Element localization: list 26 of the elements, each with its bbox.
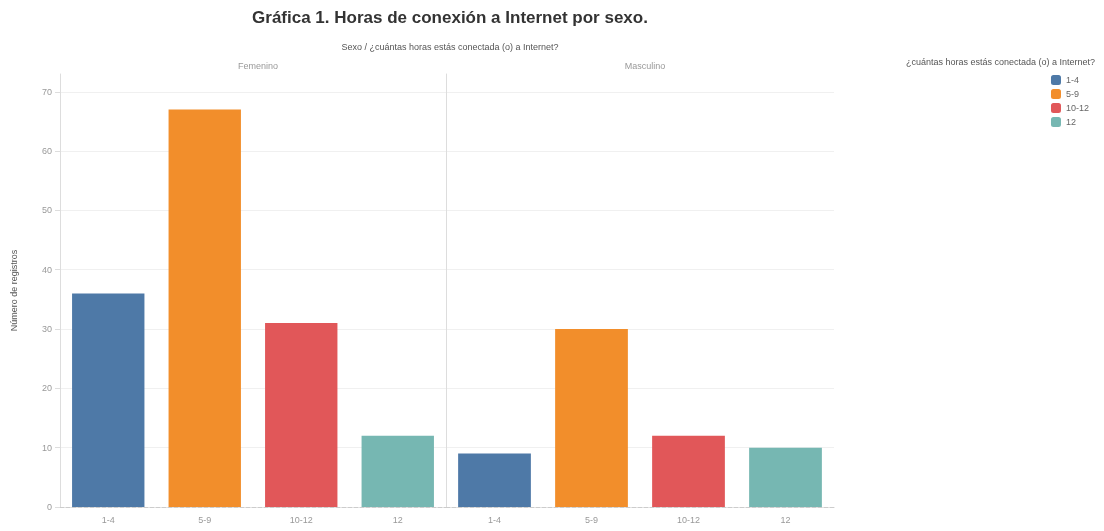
x-tick-label: 10-12 [676, 514, 701, 525]
y-tick-label: 0 [46, 502, 52, 512]
text: Masculino [624, 60, 666, 71]
x-tick-label: 1-4 [101, 514, 115, 525]
x-tick-label: 12 [780, 514, 791, 525]
legend-label: 5-9 [1065, 89, 1079, 99]
x-tick-label: 5-9 [584, 514, 599, 525]
y-tick-label: 70 [41, 86, 52, 97]
y-tick-label: 10 [41, 442, 52, 453]
legend-label: 1-4 [1065, 75, 1079, 85]
chart-subtitle: Sexo / ¿cuántas horas estás conectada (o) a Internet? [340, 42, 560, 52]
x-tick-label: 1-4 [487, 514, 502, 525]
text: Femenino [237, 60, 279, 71]
x-tick-label: 5-9 [198, 514, 212, 525]
y-tick-label: 40 [41, 264, 52, 275]
chart-title: Gráfica 1. Horas de conexión a Internet por sexo. [251, 8, 649, 28]
legend-label: 12 [1065, 117, 1076, 127]
y-tick-label: 50 [41, 205, 52, 216]
y-axis-title: Número de registros [8, 249, 19, 332]
y-tick-label: 20 [41, 383, 52, 394]
x-tick-label: 12 [392, 514, 403, 525]
legend-title: ¿cuántas horas estás conectada (o) a Internet? [905, 56, 1096, 67]
x-tick-label: 10-12 [289, 514, 313, 525]
y-tick-label: 30 [41, 324, 52, 335]
y-tick-label: 60 [41, 146, 52, 157]
legend-label: 10-12 [1065, 103, 1090, 113]
